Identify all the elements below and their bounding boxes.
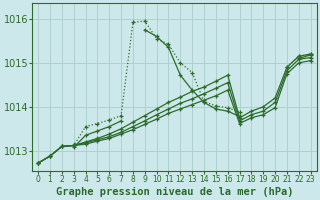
X-axis label: Graphe pression niveau de la mer (hPa): Graphe pression niveau de la mer (hPa) (56, 186, 293, 197)
